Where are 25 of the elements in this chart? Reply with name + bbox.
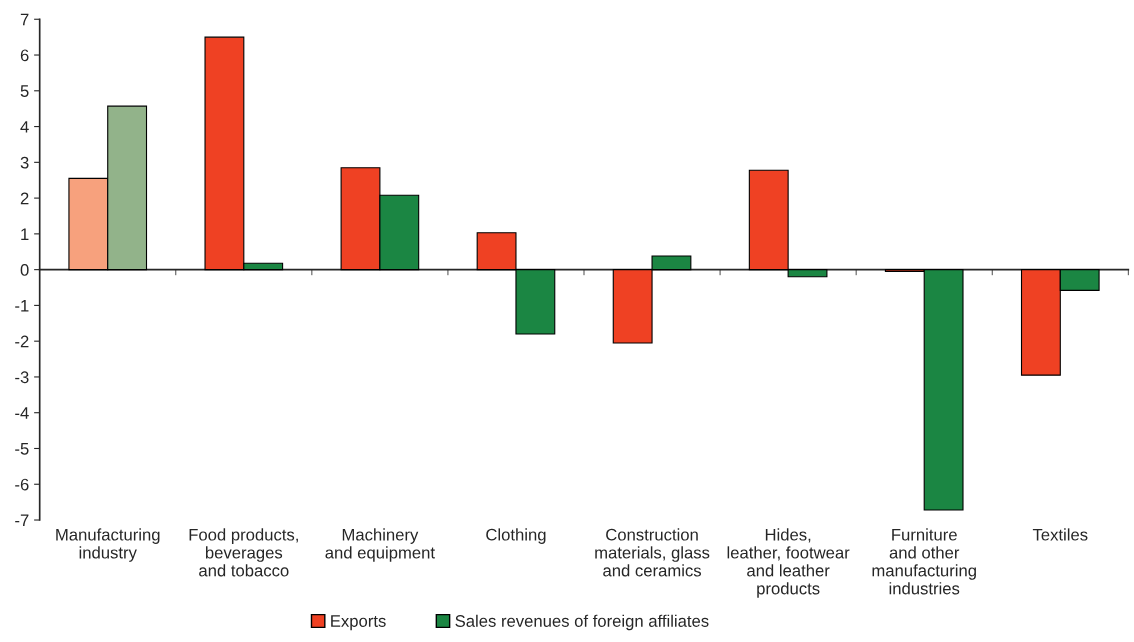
y-tick-label: 5 — [20, 85, 29, 97]
x-tick-label: Construction materials, glass and ceramics — [595, 528, 710, 577]
x-tick-label: Hides, leather, footwear and leather products — [727, 528, 850, 598]
y-tick-label: -6 — [15, 478, 29, 491]
x-tick-label: Machinery and equipment — [325, 528, 435, 562]
x-tick-label: Textiles — [1032, 528, 1088, 541]
legend-label: Exports — [331, 615, 386, 631]
y-tick-label: 1 — [21, 228, 29, 240]
y-tick-label: -4 — [15, 407, 29, 419]
y-tick-label: 2 — [20, 192, 29, 205]
y-tick-label: 4 — [20, 121, 29, 133]
y-tick-label: 0 — [20, 264, 29, 276]
y-tick-label: -5 — [15, 443, 29, 455]
y-tick-label: -7 — [15, 514, 29, 527]
y-tick-label: -1 — [15, 299, 29, 312]
y-tick-label: 7 — [20, 13, 29, 26]
y-tick-label: 3 — [20, 156, 29, 169]
y-tick-label: -3 — [15, 371, 29, 384]
x-tick-label: Manufacturing industry — [56, 528, 160, 562]
y-tick-label: -2 — [15, 335, 29, 348]
x-tick-label: Clothing — [486, 528, 546, 544]
x-tick-label: Furniture and other manufacturing industries — [872, 528, 976, 595]
x-tick-label: Food products, beverages and tobacco — [189, 528, 298, 577]
legend-label: Sales revenues of foreign affiliates — [455, 614, 709, 631]
y-tick-label: 6 — [20, 49, 29, 62]
